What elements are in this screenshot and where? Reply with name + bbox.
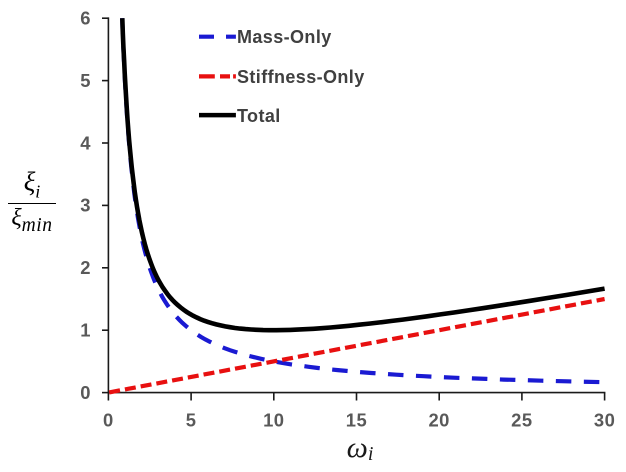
svg-text:2: 2 [80, 257, 91, 278]
svg-text:6: 6 [80, 8, 91, 29]
svg-text:30: 30 [594, 409, 615, 430]
svg-text:4: 4 [80, 132, 91, 153]
svg-text:1: 1 [80, 320, 91, 341]
svg-text:10: 10 [263, 409, 284, 430]
svg-text:0: 0 [80, 382, 91, 403]
svg-text:Stiffness-Only: Stiffness-Only [237, 67, 365, 87]
svg-text:15: 15 [346, 409, 367, 430]
svg-text:Mass-Only: Mass-Only [237, 27, 332, 47]
svg-text:0: 0 [103, 409, 114, 430]
svg-text:25: 25 [511, 409, 532, 430]
svg-text:5: 5 [186, 409, 197, 430]
svg-text:Total: Total [237, 106, 281, 126]
svg-text:20: 20 [428, 409, 449, 430]
svg-text:3: 3 [80, 195, 91, 216]
svg-text:5: 5 [80, 70, 91, 91]
